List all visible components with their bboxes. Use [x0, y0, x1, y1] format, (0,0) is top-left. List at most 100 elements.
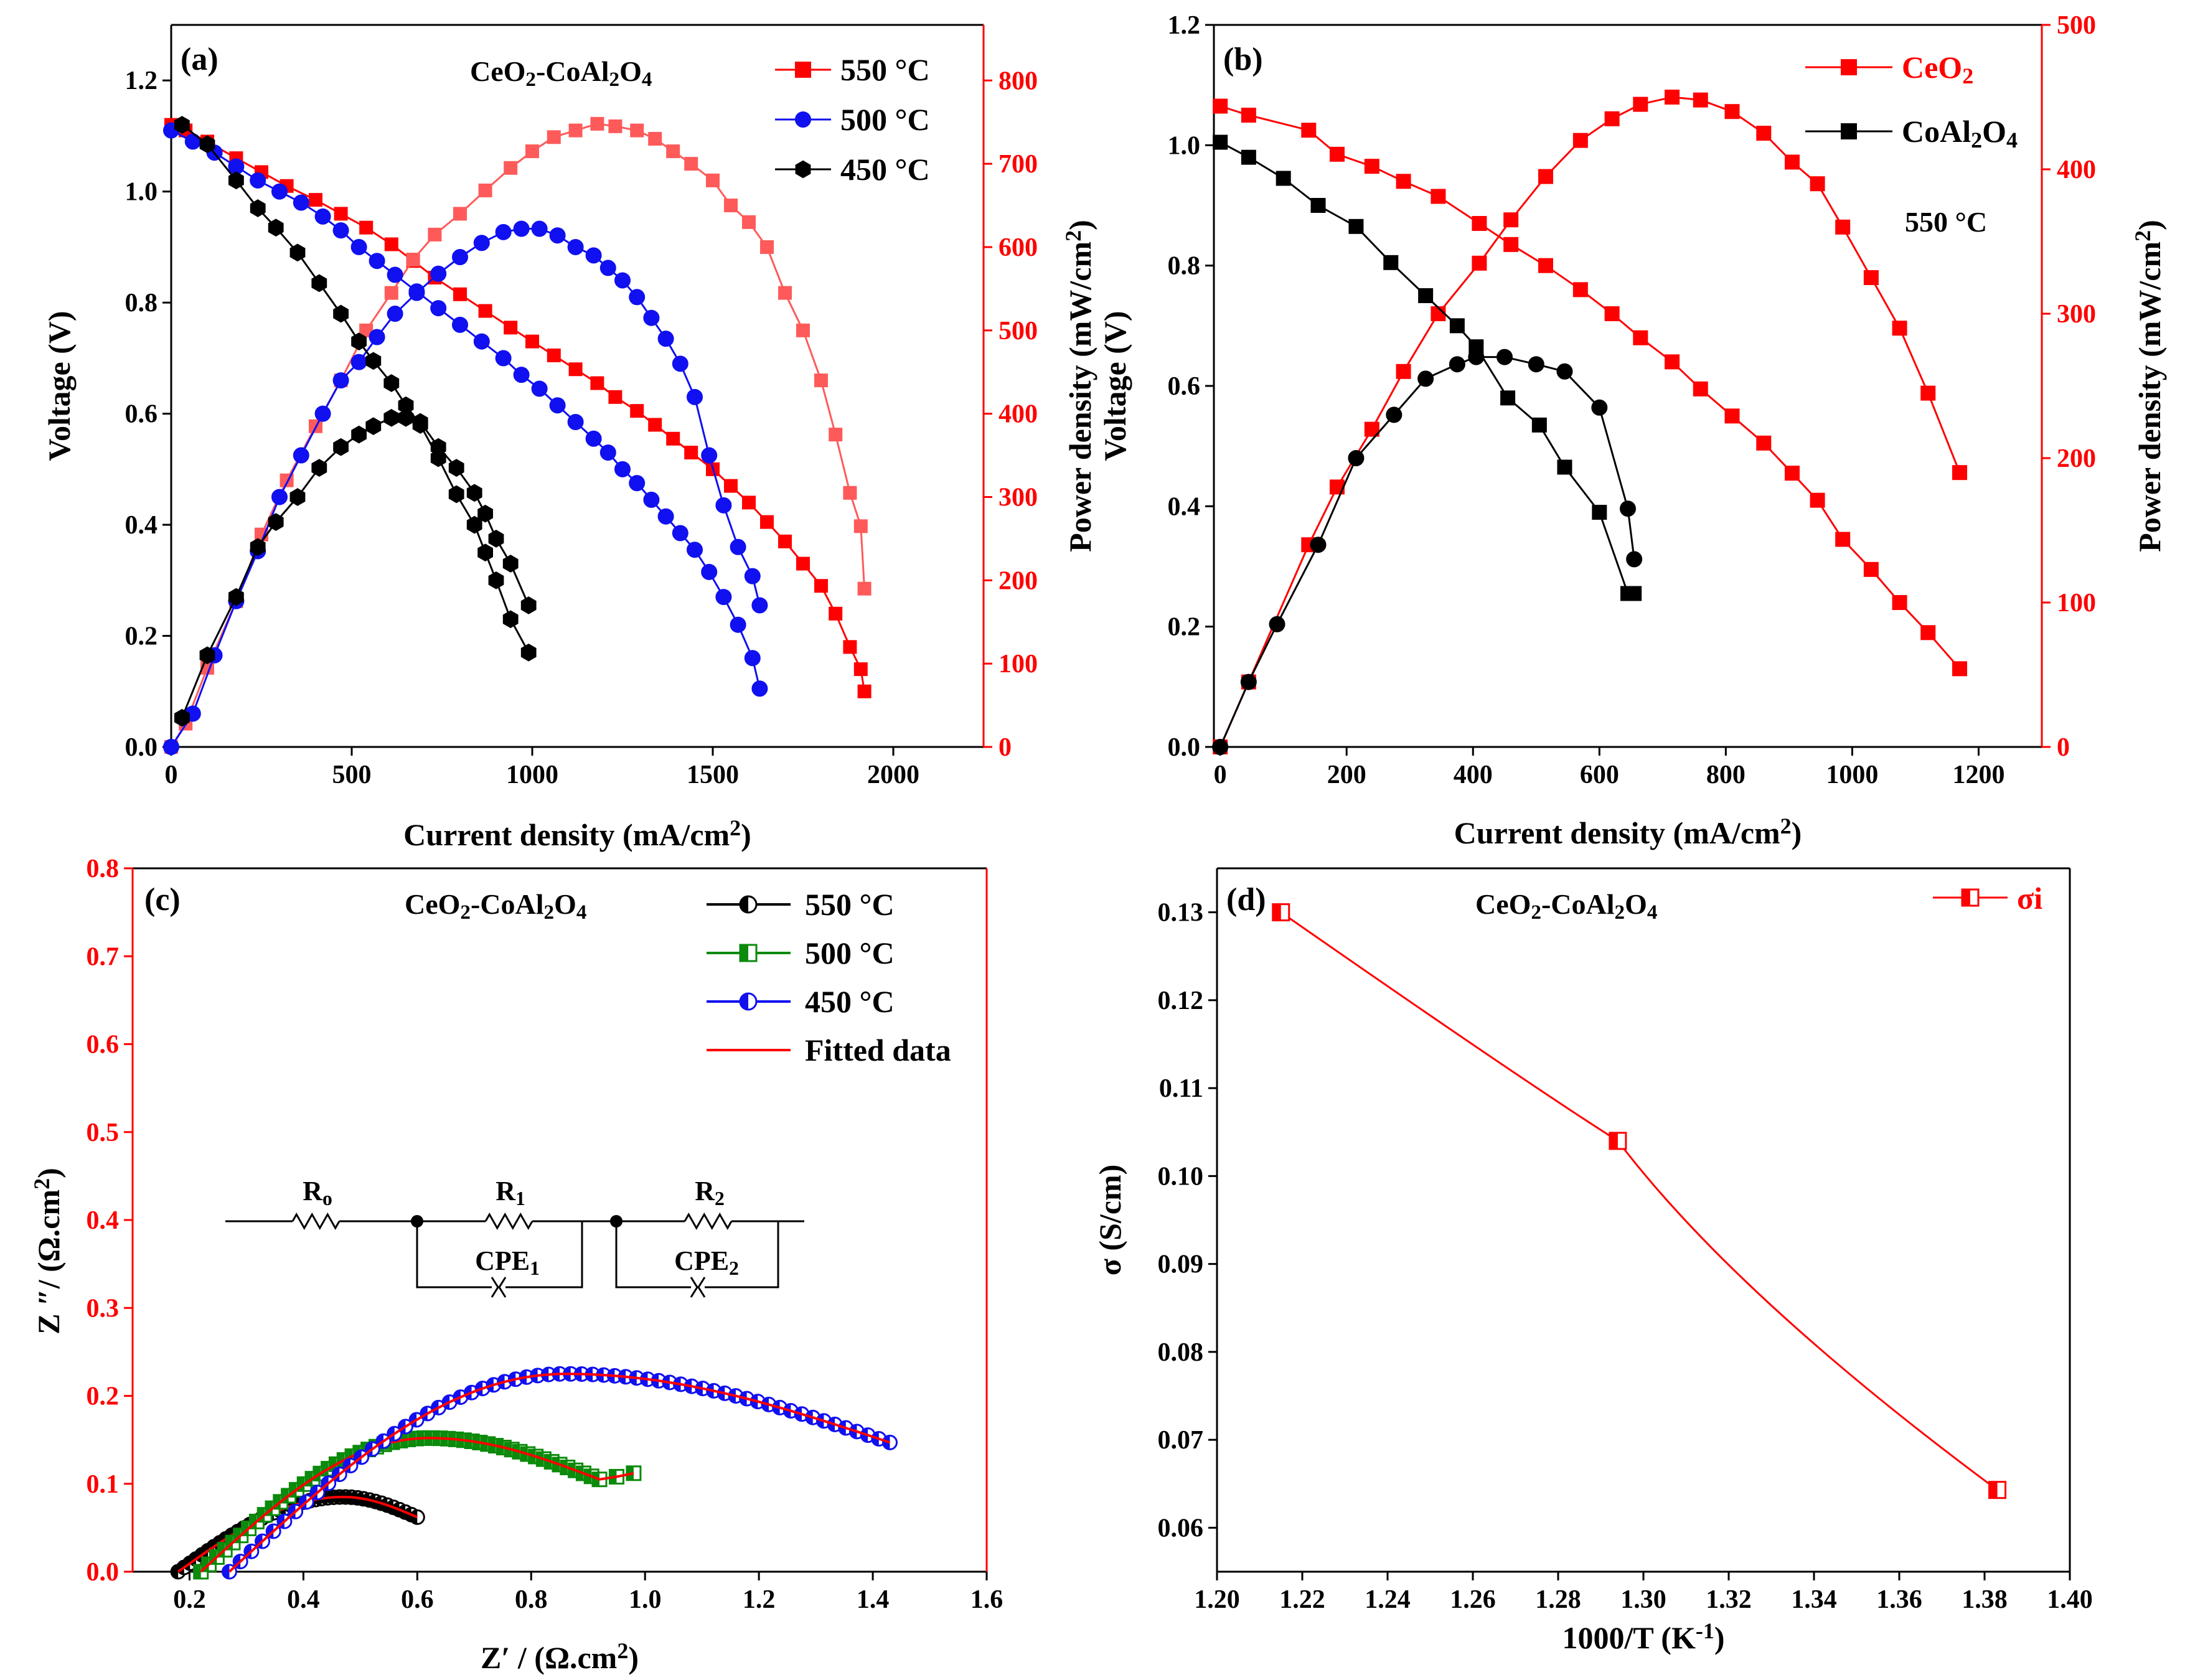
- wire: [416, 1221, 492, 1288]
- data-point: [1784, 466, 1800, 481]
- data-point: [742, 215, 756, 229]
- data-point: [1665, 354, 1680, 370]
- data-point: [1724, 104, 1740, 120]
- data-point: [843, 486, 857, 500]
- data-point: [715, 589, 732, 606]
- x-tick-label: 1500: [687, 761, 739, 789]
- data-point: [351, 425, 367, 444]
- data-point: [163, 739, 179, 755]
- data-point: [428, 227, 442, 242]
- data-point: [1329, 146, 1345, 162]
- marker-fill: [281, 1488, 289, 1503]
- data-point: [1633, 330, 1648, 345]
- legend-marker: [1961, 888, 1980, 907]
- data-point: [412, 413, 428, 431]
- marker-fill: [740, 993, 748, 1010]
- data-point: [466, 515, 482, 534]
- data-point: [547, 348, 561, 362]
- data-point: [1863, 270, 1879, 285]
- y2-axis-title: Power density (mW/cm2): [1061, 220, 1097, 552]
- data-point: [1627, 586, 1642, 601]
- x-tick-label: 1000: [506, 761, 558, 789]
- x-tick-label: 1200: [1952, 761, 2004, 789]
- data-point: [666, 144, 680, 159]
- data-point: [724, 199, 738, 213]
- data-point: [332, 372, 349, 389]
- marker-fill: [289, 1483, 297, 1497]
- data-point: [1572, 133, 1588, 148]
- y2-tick-label: 700: [999, 150, 1038, 179]
- legend-marker: [739, 944, 758, 962]
- y-tick-label: 1.0: [125, 178, 158, 207]
- x-axis-title: 1000/T (K-1): [1562, 1618, 1724, 1655]
- data-point: [1310, 537, 1327, 553]
- equivalent-circuit: Ro R1 CPE1 R2 CPE2: [225, 1176, 804, 1298]
- data-point: [289, 488, 306, 506]
- legend-marker: [739, 895, 758, 914]
- data-point: [383, 408, 400, 427]
- y-axis-title: Voltage (V): [1097, 311, 1132, 461]
- data-point: [585, 430, 602, 447]
- data-point: [751, 680, 768, 697]
- data-point: [590, 116, 604, 131]
- x-tick-label: 0.2: [173, 1585, 206, 1614]
- y2-tick-label: 0: [2057, 733, 2070, 762]
- data-point: [199, 135, 215, 154]
- data-point: [448, 485, 464, 504]
- marker-fill: [250, 1514, 257, 1529]
- x-tick-label: 0.8: [515, 1585, 548, 1614]
- panel-a: 0 500 1000 1500 2000 0.0 0.2 0.4 0.6 0.8 1.0 1.2 0 10…: [42, 24, 1097, 852]
- x-tick-label: 600: [1580, 761, 1619, 789]
- data-point: [1213, 98, 1228, 114]
- chart-title: CeO2-CoAl2O4: [405, 888, 586, 924]
- data-point: [333, 304, 349, 323]
- data-point: [351, 332, 367, 350]
- data-point: [648, 131, 662, 146]
- marker-fill: [266, 1501, 273, 1516]
- data-point: [513, 220, 530, 237]
- data-point: [1604, 306, 1620, 321]
- x-tick-label: 1.34: [1791, 1585, 1837, 1614]
- data-point: [1892, 321, 1907, 336]
- data-point: [520, 643, 537, 662]
- data-point: [1396, 174, 1411, 189]
- data-point: [488, 571, 504, 589]
- y-tick-label: 0.0: [87, 1558, 120, 1587]
- data-point: [1500, 390, 1516, 406]
- panel-label: (b): [1223, 42, 1263, 77]
- legend-marker: [739, 992, 758, 1011]
- x-tick-label: 2000: [867, 761, 919, 789]
- data-point: [513, 367, 530, 383]
- data-point: [334, 207, 348, 221]
- data-point: [473, 333, 490, 350]
- data-point: [778, 534, 792, 548]
- x-axis-title: Current density (mA/cm2): [1454, 814, 1802, 850]
- x-tick-label: 1.0: [629, 1585, 662, 1614]
- data-point: [843, 640, 857, 654]
- data-point: [1531, 417, 1547, 433]
- data-point: [293, 447, 309, 464]
- y-tick-label: 0.6: [87, 1031, 120, 1059]
- marker-fill: [225, 1536, 233, 1550]
- x-tick-label: 1.20: [1194, 1585, 1240, 1614]
- x-tick-label: 1.32: [1706, 1585, 1752, 1614]
- data-point: [672, 525, 688, 542]
- legend-entry: CeO2: [1902, 50, 1973, 88]
- circuit-label: R2: [695, 1176, 725, 1209]
- legend-entry: 450 °C: [805, 984, 895, 1019]
- data-point: [760, 240, 774, 254]
- data-point: [1449, 356, 1465, 373]
- data-point: [629, 289, 646, 306]
- marker-fill: [258, 1508, 265, 1522]
- legend-marker: [795, 111, 811, 128]
- data-point: [350, 238, 367, 255]
- marker-fill: [202, 1557, 209, 1572]
- data-point: [289, 243, 306, 262]
- data-point: [504, 161, 518, 175]
- data-point: [384, 237, 398, 251]
- data-point: [630, 123, 644, 138]
- x-axis-title: Z′ / (Ω.cm2): [481, 1638, 639, 1675]
- data-point: [502, 610, 519, 629]
- marker-fill: [329, 1457, 337, 1471]
- data-point: [1835, 532, 1851, 547]
